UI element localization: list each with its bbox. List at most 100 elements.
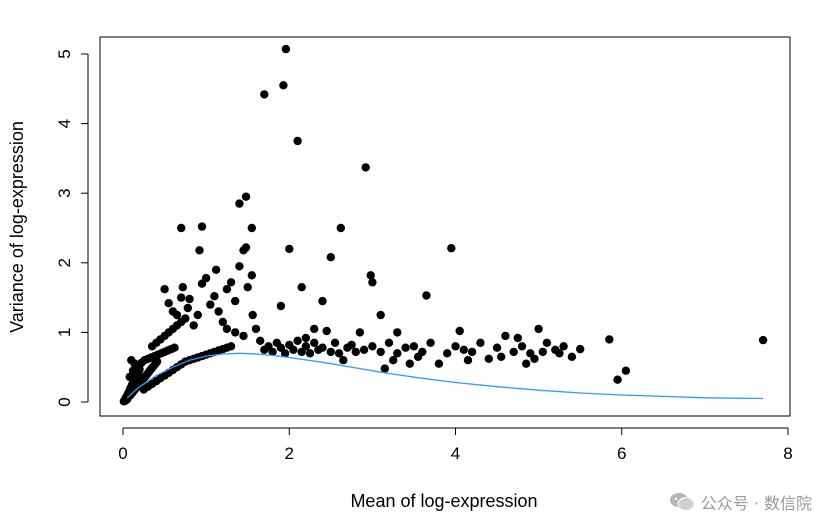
data-point	[210, 292, 219, 301]
data-point	[361, 163, 370, 172]
data-point	[285, 244, 294, 254]
data-point	[256, 336, 265, 345]
points-layer	[119, 44, 768, 406]
data-point	[177, 223, 186, 233]
data-point	[195, 246, 204, 255]
data-point	[405, 359, 414, 368]
data-point	[380, 364, 389, 373]
y-tick-label: 3	[55, 188, 74, 197]
data-point	[376, 347, 385, 357]
data-point	[251, 324, 261, 334]
data-point	[605, 335, 614, 344]
x-tick-label: 8	[783, 444, 792, 463]
data-point	[177, 293, 186, 302]
data-point	[534, 324, 543, 334]
data-point	[247, 271, 256, 280]
data-point	[368, 278, 377, 287]
x-tick-label: 6	[617, 444, 626, 463]
y-axis-label: Variance of log-expression	[7, 121, 27, 333]
data-point	[567, 352, 577, 361]
data-point	[513, 333, 522, 343]
data-point	[218, 317, 227, 327]
data-point	[492, 343, 502, 352]
x-axis-label: Mean of log-expression	[350, 491, 537, 511]
data-point	[334, 349, 344, 358]
data-point	[241, 192, 251, 201]
data-point	[389, 356, 398, 365]
data-point	[613, 375, 622, 384]
data-point	[347, 340, 356, 350]
data-point	[443, 349, 452, 358]
data-point	[447, 244, 456, 253]
data-point	[276, 301, 286, 311]
data-point	[351, 347, 360, 357]
data-point	[326, 347, 335, 357]
data-point	[326, 253, 335, 262]
data-point	[393, 328, 402, 337]
data-point	[189, 321, 198, 330]
data-point	[509, 347, 518, 357]
data-point	[376, 310, 385, 320]
data-point	[530, 354, 539, 363]
y-tick-label: 1	[55, 328, 74, 337]
data-point	[260, 90, 269, 99]
data-point	[183, 303, 192, 313]
data-point	[422, 291, 431, 300]
x-tick-label: 2	[285, 444, 294, 463]
data-point	[322, 326, 331, 336]
data-point	[501, 331, 510, 341]
data-point	[384, 338, 394, 347]
data-point	[211, 265, 221, 274]
data-point	[247, 223, 256, 233]
data-point	[359, 345, 369, 354]
data-point	[426, 338, 435, 347]
data-point	[467, 347, 477, 357]
data-point	[243, 283, 252, 292]
data-point	[241, 243, 251, 252]
axes-layer: 0 2 4 6 8 0 1 2 3 4 5	[55, 49, 793, 463]
data-point	[476, 338, 485, 347]
data-point	[497, 352, 506, 361]
watermark: 公众号 · 数信院	[669, 490, 812, 514]
data-point	[758, 335, 768, 345]
data-point	[542, 338, 552, 347]
data-point	[214, 307, 223, 316]
data-point	[268, 347, 277, 357]
data-point	[330, 338, 340, 347]
wechat-icon	[669, 493, 695, 511]
data-point	[125, 372, 134, 382]
data-point	[538, 347, 547, 357]
watermark-text: 公众号 · 数信院	[700, 494, 812, 513]
plot-frame	[99, 36, 791, 417]
data-point	[368, 342, 377, 351]
data-point	[279, 81, 288, 90]
data-point	[434, 359, 444, 368]
data-point	[289, 345, 298, 354]
data-point	[185, 294, 194, 304]
data-point	[193, 310, 202, 320]
data-point	[576, 344, 585, 354]
data-point	[318, 296, 327, 306]
data-point	[239, 331, 248, 341]
data-point	[301, 342, 311, 351]
data-point	[393, 349, 402, 358]
data-point	[181, 314, 190, 323]
data-point	[310, 324, 319, 334]
data-point	[293, 136, 302, 146]
y-tick-label: 5	[55, 49, 74, 58]
trend-curve-layer	[126, 352, 764, 400]
data-point	[463, 356, 473, 365]
plot-area	[99, 36, 791, 417]
data-point	[355, 328, 365, 337]
data-point	[409, 342, 419, 351]
data-point	[339, 356, 348, 365]
data-point	[235, 262, 244, 271]
y-tick-label: 0	[55, 397, 74, 406]
data-point	[226, 278, 236, 287]
data-point	[231, 328, 240, 337]
data-point	[226, 342, 236, 351]
data-point	[555, 349, 564, 358]
data-point	[301, 333, 311, 343]
data-point	[293, 336, 302, 345]
data-point	[318, 343, 327, 352]
